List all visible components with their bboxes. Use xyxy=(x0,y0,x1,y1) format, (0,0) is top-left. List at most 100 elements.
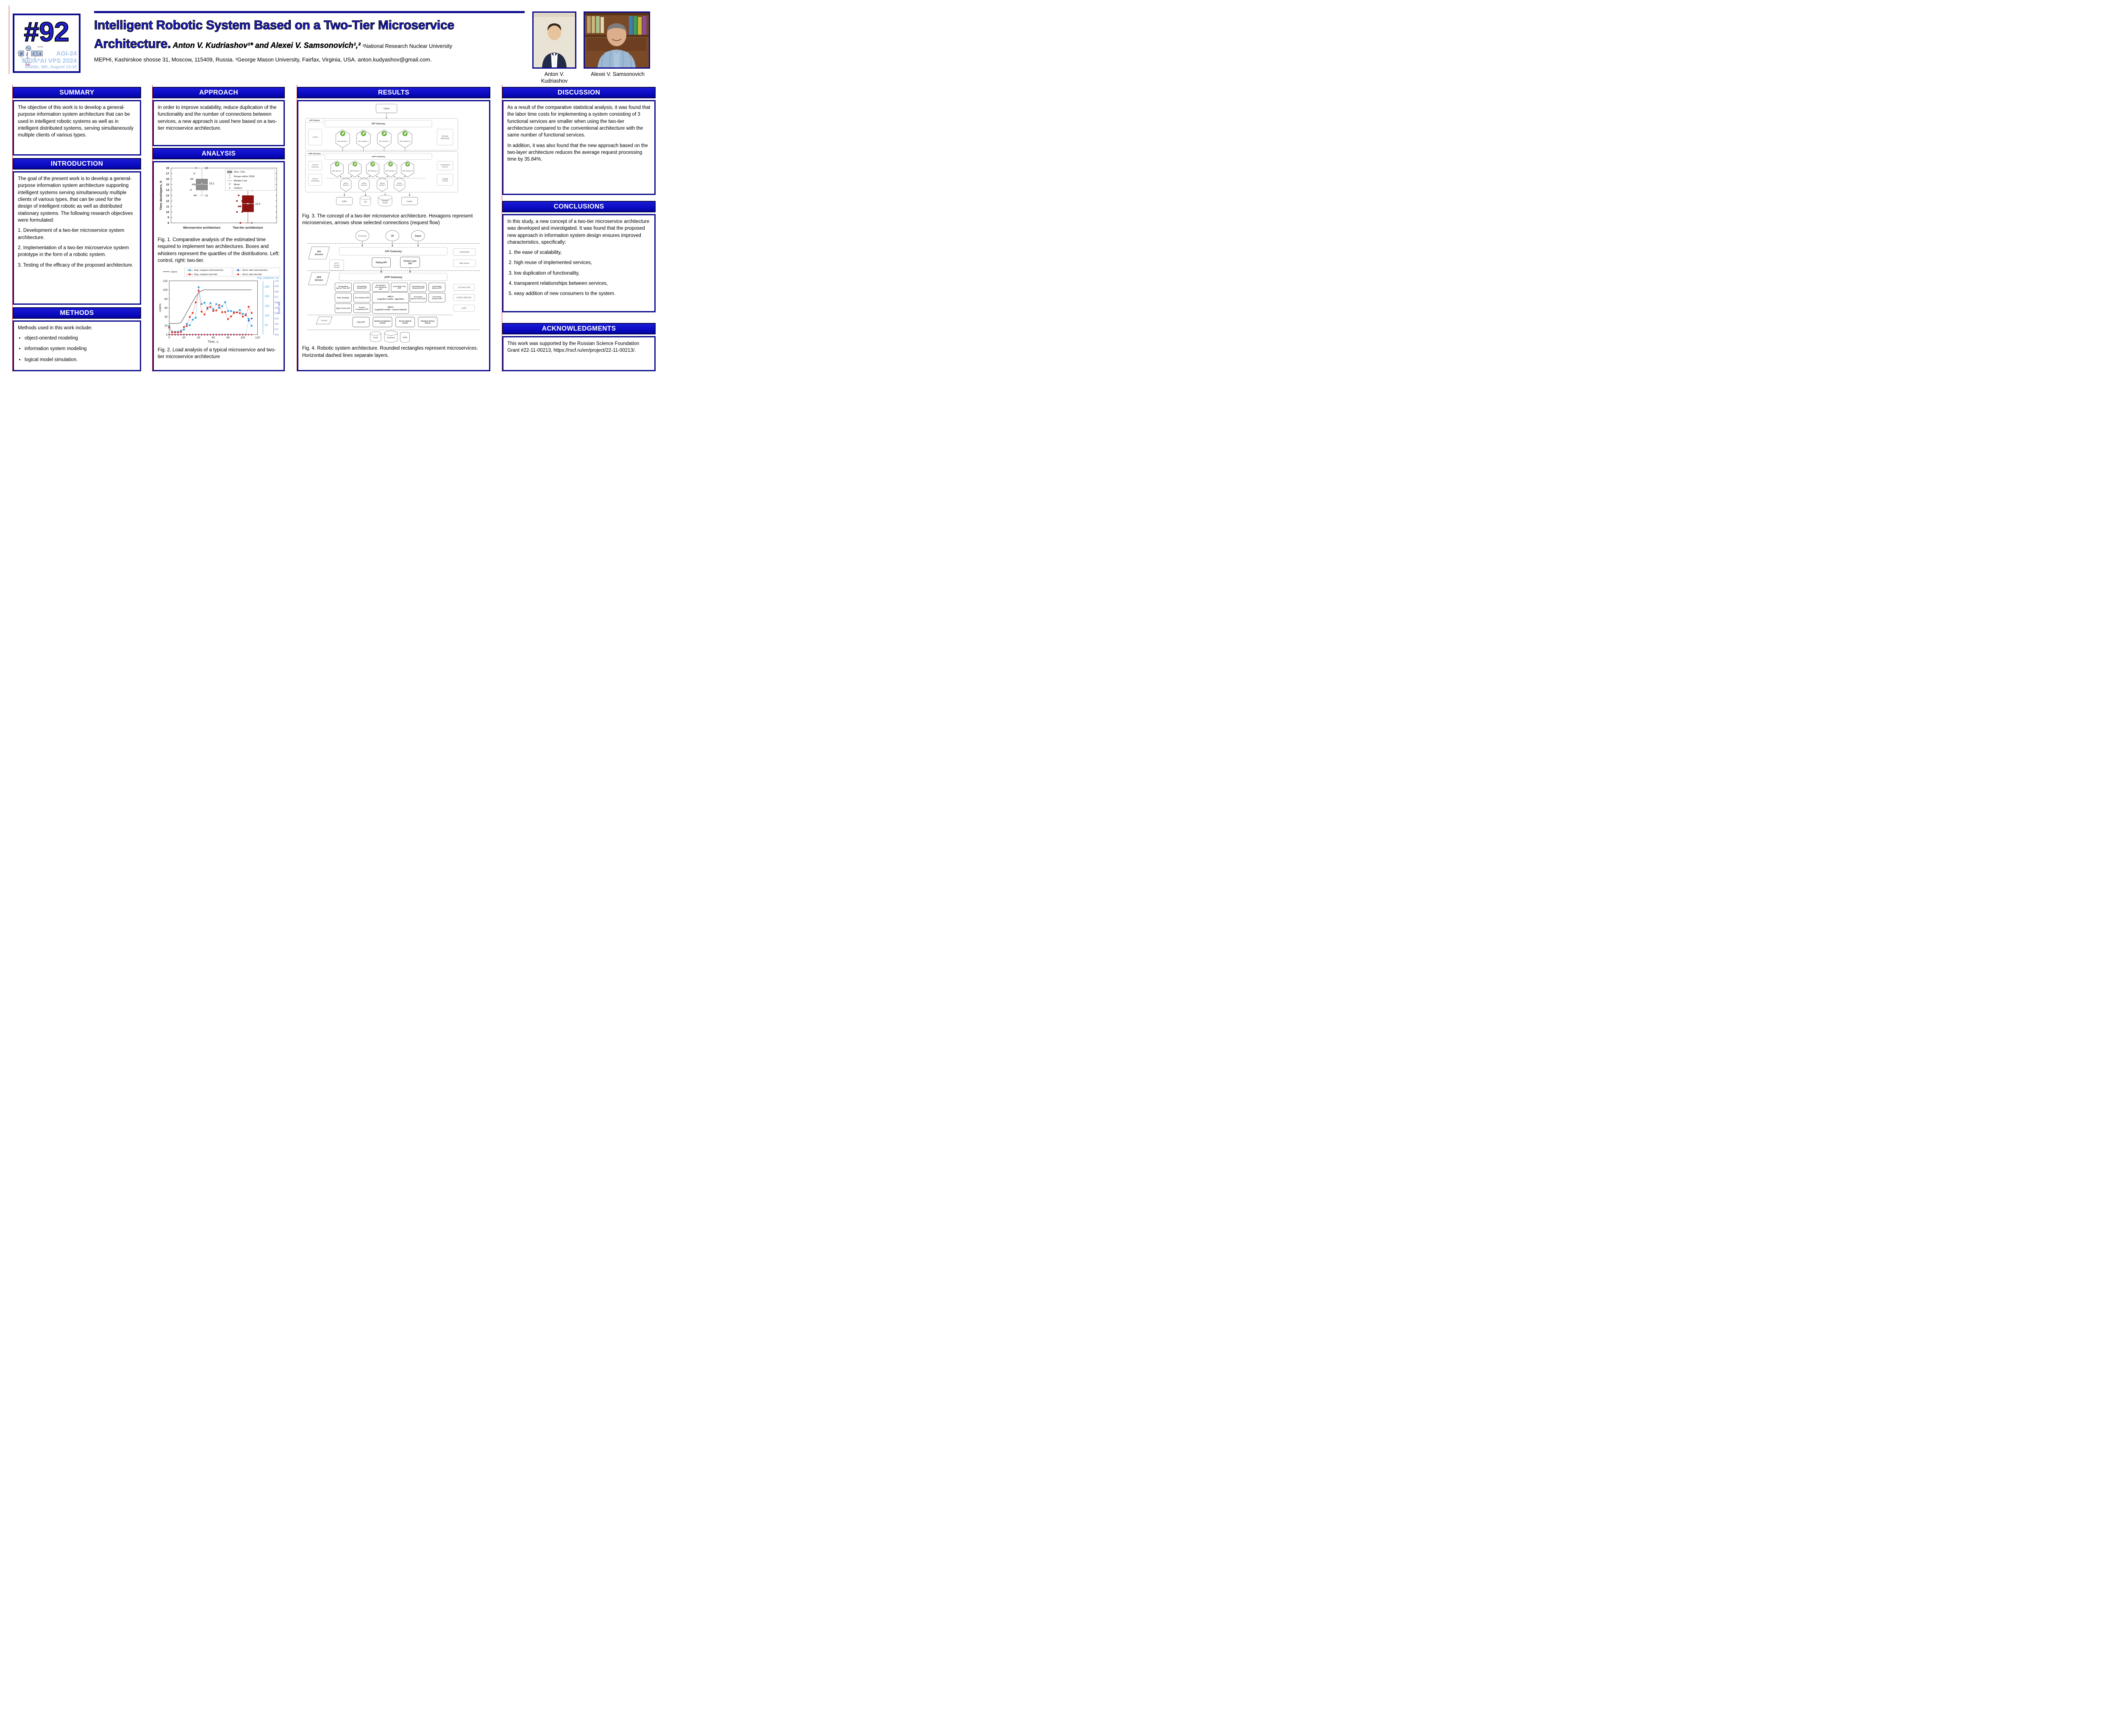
svg-text:eBICA: eBICA xyxy=(387,306,394,309)
svg-text:Atomic: Atomic xyxy=(379,322,386,324)
svg-text:Body language: Body language xyxy=(337,297,350,299)
svg-text:Cache: Cache xyxy=(407,200,413,202)
svg-text:20: 20 xyxy=(182,337,186,339)
svg-text:15: 15 xyxy=(166,183,170,186)
svg-text:Text Sentiment: Text Sentiment xyxy=(375,286,387,288)
methods-item: information system modeling xyxy=(25,345,136,352)
svg-text:Avg. respons microservice: Avg. respons microservice xyxy=(194,270,223,272)
approach-text: In order to improve scalability, reduce … xyxy=(158,105,277,131)
section-header-approach: APPROACH xyxy=(153,87,285,98)
svg-text:API Gateway: API Gateway xyxy=(372,123,385,125)
section-body-summary: The objective of this work is to develop… xyxy=(13,100,141,156)
conclusions-item: high reuse of implemented services, xyxy=(514,259,651,266)
svg-text:Chat GPT: Chat GPT xyxy=(357,321,365,323)
bica-society-logo: SOCIETY B C A i xyxy=(16,45,46,69)
svg-text:Kubernetes: Kubernetes xyxy=(459,251,470,253)
svg-text:Speech Tone APP: Speech Tone APP xyxy=(336,287,350,289)
figure-2-caption: Fig. 2. Load analysis of a typical micro… xyxy=(158,347,276,360)
svg-text:AUTH: AUTH xyxy=(334,262,339,264)
svg-text:AUDIT: AUDIT xyxy=(462,307,467,309)
svg-text:A: A xyxy=(38,52,42,56)
svg-text:Dialog API: Dialog API xyxy=(376,262,387,264)
svg-text:120: 120 xyxy=(255,337,260,339)
svg-text:150: 150 xyxy=(265,305,270,308)
section-header-introduction: INTRODUCTION xyxy=(13,158,141,170)
author-photo-samsonovich xyxy=(584,11,650,69)
svg-text:API: API xyxy=(408,263,412,265)
svg-text:14: 14 xyxy=(166,189,170,192)
svg-text:Range within 2IQR: Range within 2IQR xyxy=(234,175,254,178)
svg-text:18: 18 xyxy=(205,167,208,170)
authors: Anton V. Kudriashov¹* and Alexei V. Sams… xyxy=(172,41,361,50)
svg-text:i: i xyxy=(26,51,28,58)
svg-text:recognition APP: recognition APP xyxy=(356,308,369,310)
svg-text:17: 17 xyxy=(166,172,170,175)
conclusions-item: the ease of scalability, xyxy=(514,249,651,256)
svg-text:Dialogue history: Dialogue history xyxy=(421,320,435,322)
section-title: RESULTS xyxy=(378,89,409,96)
svg-text:40: 40 xyxy=(197,337,200,339)
svg-text:Microservice architecture: Microservice architecture xyxy=(183,226,220,230)
conclusions-item: low duplication of functionality, xyxy=(514,270,651,277)
svg-text:0,7: 0,7 xyxy=(275,296,278,299)
intro-paragraph: 1. Development of a two-tier microservic… xyxy=(18,228,125,240)
section-title: SUMMARY xyxy=(59,89,95,96)
section-title: ACKNOWLEDGMENTS xyxy=(542,325,616,332)
svg-text:eBICA: eBICA xyxy=(387,295,394,298)
svg-text:Service: Service xyxy=(312,178,318,180)
acknowledgments-text: This work was supported by the Russian S… xyxy=(507,341,640,353)
svg-text:0,5: 0,5 xyxy=(275,307,278,309)
svg-text:B: B xyxy=(19,52,23,56)
svg-text:Service: Service xyxy=(315,253,323,256)
svg-text:0,9: 0,9 xyxy=(275,286,278,288)
discussion-paragraph: As a result of the comparative statistic… xyxy=(507,105,651,138)
svg-text:API: API xyxy=(317,251,321,253)
svg-text:DB: DB xyxy=(364,200,367,203)
conference-line: Seattle, WA, August 13-16 xyxy=(25,64,77,70)
svg-text:Service 1: Service 1 xyxy=(343,184,349,186)
section-header-conclusions: CONCLUSIONS xyxy=(502,201,656,212)
svg-text:AUTH: AUTH xyxy=(312,136,317,138)
svg-text:Atomic: Atomic xyxy=(321,320,328,322)
conclusions-list: the ease of scalability, high reuse of im… xyxy=(507,249,651,297)
svg-text:Monitoring: Monitoring xyxy=(311,180,319,182)
svg-text:NoSQL: NoSQL xyxy=(382,202,388,204)
figure-4-robotic-diagram: Desktop VR Robot API Service API Gateway Kuber… xyxy=(302,230,485,345)
svg-text:Mimics APP: Mimics APP xyxy=(357,287,367,289)
svg-text:Service N: Service N xyxy=(396,184,403,186)
conclusions-intro: In this study, a new concept of a two-ti… xyxy=(507,219,650,245)
svg-text:18: 18 xyxy=(166,167,170,170)
svg-text:Service 2: Service 2 xyxy=(361,184,367,186)
svg-text:100: 100 xyxy=(163,289,168,292)
svg-text:Service 3: Service 3 xyxy=(379,184,385,186)
svg-text:APP: APP xyxy=(379,288,382,290)
svg-text:Cognitive model - neural netwo: Cognitive model - neural network xyxy=(375,309,407,311)
figure-1-boxplot: 8 9 10 11 12 13 14 15 16 17 18 Time developers, h 15… xyxy=(158,165,280,236)
discussion-paragraph: In addition, it was also found that the … xyxy=(507,143,648,162)
svg-text:Users: Users xyxy=(158,303,162,312)
section-body-acknowledgments: This work was supported by the Russian S… xyxy=(502,336,656,371)
conference-info: AGI-24 BICA*AI VPS 2024 Seattle, WA, Aug… xyxy=(22,50,77,70)
svg-text:OAuth2: OAuth2 xyxy=(334,266,339,268)
svg-text:Service: Service xyxy=(442,180,448,182)
svg-text:Logging: Logging xyxy=(442,178,448,180)
conference-line: AGI-24 xyxy=(56,50,77,57)
svg-text:Generation Text: Generation Text xyxy=(393,285,406,287)
conclusions-item: easy addition of new consumers to the sy… xyxy=(514,290,651,297)
poster-number-badge: #92 SOCIETY B C A i AGI-24 BICA*AI VPS 2… xyxy=(13,14,81,73)
svg-text:15,2: 15,2 xyxy=(209,182,214,185)
svg-text:Sight Control APP: Sight Control APP xyxy=(336,307,350,309)
svg-text:Redis: Redis xyxy=(373,337,378,339)
svg-text:Atomic: Atomic xyxy=(344,183,348,184)
svg-text:Atomic: Atomic xyxy=(397,183,402,184)
svg-text:250: 250 xyxy=(265,286,270,289)
svg-text:120: 120 xyxy=(163,280,168,283)
svg-text:Generating Text: Generating Text xyxy=(412,285,425,287)
svg-text:APP: APP xyxy=(398,287,401,289)
svg-text:Web Server: Web Server xyxy=(459,262,470,264)
svg-text:100: 100 xyxy=(265,314,270,317)
svg-text:APP Gateway: APP Gateway xyxy=(384,276,403,279)
section-title: DISCUSSION xyxy=(557,89,601,96)
svg-text:0,0: 0,0 xyxy=(275,334,278,337)
svg-text:80: 80 xyxy=(164,298,168,301)
